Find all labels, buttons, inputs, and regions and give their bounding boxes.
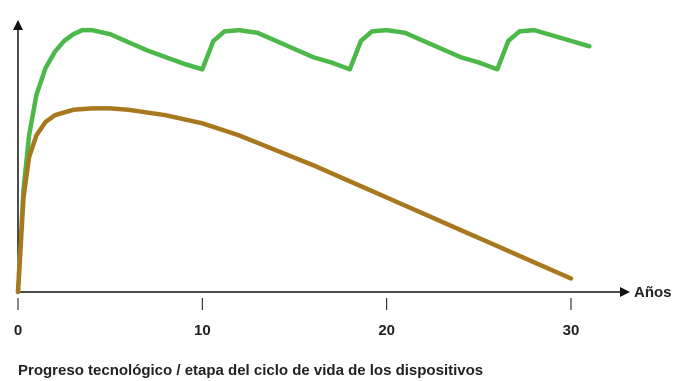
x-tick-label: 20 [378,322,395,339]
x-axis-title: Progreso tecnológico / etapa del ciclo d… [18,362,483,379]
series-line-2 [15,106,574,295]
x-tick-label: 10 [194,322,211,339]
x-tick-label: 0 [14,322,22,339]
series-line-1 [15,27,592,295]
x-axis-unit-label: Años [634,284,672,301]
x-tick-label: 30 [563,322,580,339]
